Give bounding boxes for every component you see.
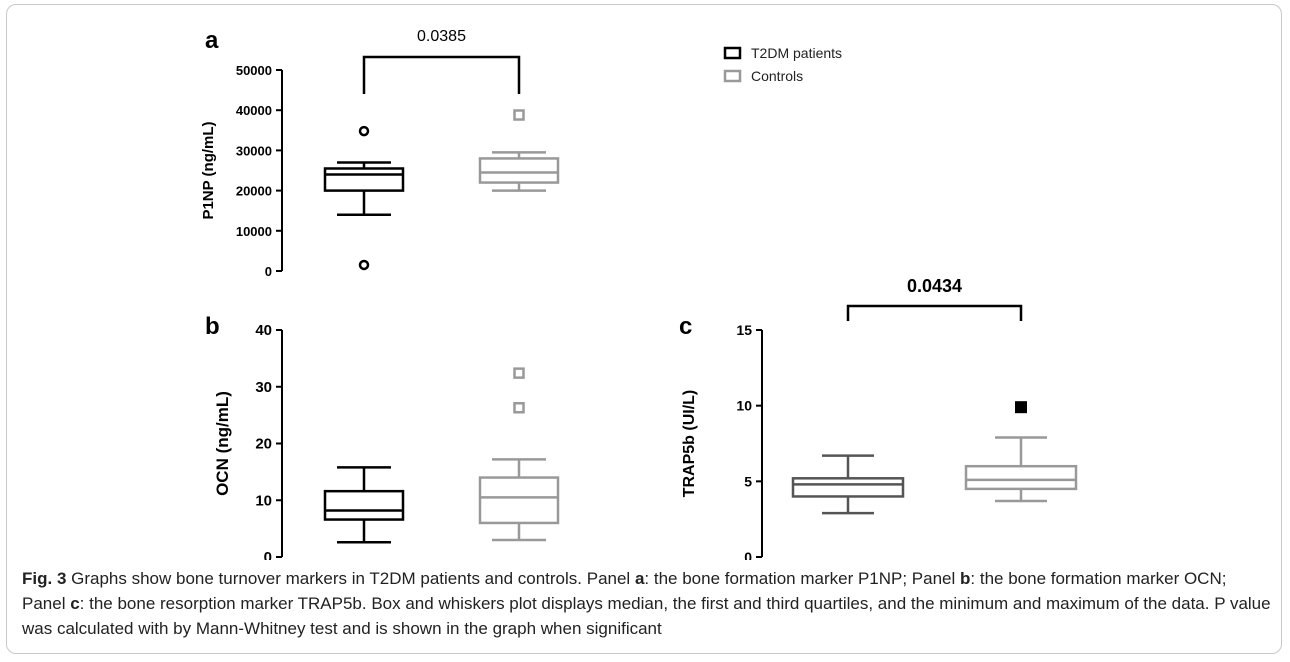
iqr-box <box>478 157 560 184</box>
significance-bracket: 0.0385 <box>362 28 521 94</box>
outlier-point <box>358 259 370 271</box>
y-tick-label: 5 <box>744 473 752 489</box>
box-t2dm <box>791 454 905 515</box>
figure-caption: Fig. 3 Graphs show bone turnover markers… <box>22 566 1272 641</box>
y-axis-label: TRAP5b (UI/L) <box>681 390 698 498</box>
panel-b: b 0 10 20 30 40 OCN (ng/mL) <box>205 313 560 560</box>
figure-svg: T2DM patients Controls a0100002000030000… <box>200 27 1078 560</box>
box-controls <box>478 367 560 542</box>
bracket-line <box>846 304 1023 321</box>
caption-panel-a: a <box>634 569 645 588</box>
box-t2dm <box>323 466 405 544</box>
y-tick-label: 15 <box>736 322 752 338</box>
iqr-box <box>323 167 405 192</box>
y-tick-label: 40 <box>255 322 272 339</box>
caption-text-4: : the bone resorption marker TRAP5b. Box… <box>22 594 1271 638</box>
caption-panel-c: c <box>70 594 80 613</box>
outlier-point <box>513 401 525 414</box>
p-value-label: 0.0385 <box>417 28 466 45</box>
y-tick-label: 30 <box>255 379 272 396</box>
box-t2dm <box>323 125 405 271</box>
y-tick-label: 20000 <box>236 184 272 199</box>
panel-c: c 0 5 10 15 TRAP5b (UI/L) 0.0434 <box>679 276 1078 560</box>
box-controls <box>478 109 560 192</box>
y-tick-label: 10000 <box>236 224 272 239</box>
y-tick-label: 0 <box>265 264 272 279</box>
outlier-point <box>358 125 370 137</box>
legend: T2DM patients Controls <box>723 45 842 84</box>
caption-text-1: Graphs show bone turnover markers in T2D… <box>66 569 635 588</box>
box-controls <box>964 401 1078 503</box>
y-tick-label: 0 <box>264 549 272 560</box>
iqr-box <box>478 476 560 525</box>
bracket-line <box>362 55 521 94</box>
panel-letter: c <box>679 313 692 340</box>
y-tick-label: 50000 <box>236 63 272 78</box>
caption-panel-b: b <box>960 569 971 588</box>
panel-letter: a <box>205 27 219 54</box>
legend-swatch-controls <box>723 69 742 83</box>
iqr-box <box>791 477 905 498</box>
y-tick-label: 40000 <box>236 103 272 118</box>
caption-text-2: : the bone formation marker P1NP; Panel <box>644 569 961 588</box>
y-tick-label: 30000 <box>236 143 272 158</box>
legend-label-t2dm: T2DM patients <box>751 45 842 61</box>
caption-text-3: : the bone formation marker OCN; Panel <box>22 569 1227 613</box>
y-tick-label: 0 <box>744 549 752 560</box>
y-tick-label: 10 <box>255 492 272 509</box>
y-tick-label: 10 <box>736 398 752 414</box>
y-tick-label: 20 <box>255 436 272 453</box>
p-value-label: 0.0434 <box>907 276 962 296</box>
outlier-point <box>513 367 525 379</box>
panel-a: a 0 10000 20000 30000 40000 50000 P1NP (ng/mL) 0… <box>200 27 560 279</box>
legend-label-controls: Controls <box>751 68 803 84</box>
outlier-point <box>1015 401 1027 414</box>
iqr-box <box>323 489 405 521</box>
significance-bracket: 0.0434 <box>846 276 1023 321</box>
iqr-box <box>964 464 1078 491</box>
y-axis-label: OCN (ng/mL) <box>213 391 232 496</box>
figure-frame <box>6 4 1282 654</box>
legend-swatch-t2dm <box>723 46 742 60</box>
panel-letter: b <box>205 313 220 340</box>
outlier-point <box>513 109 525 121</box>
caption-fig-label: Fig. 3 <box>22 569 67 588</box>
y-axis-label: P1NP (ng/mL) <box>200 121 217 219</box>
